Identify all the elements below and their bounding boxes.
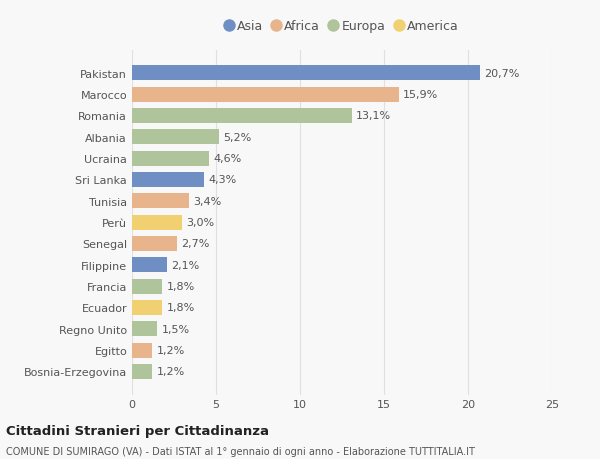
- Bar: [132, 364, 152, 379]
- Text: 3,4%: 3,4%: [193, 196, 221, 206]
- Bar: [132, 194, 189, 209]
- Text: 4,6%: 4,6%: [214, 154, 242, 164]
- Bar: [132, 66, 480, 81]
- Text: 20,7%: 20,7%: [484, 68, 520, 78]
- Text: 1,2%: 1,2%: [157, 367, 185, 377]
- Text: 15,9%: 15,9%: [403, 90, 439, 100]
- Text: 1,5%: 1,5%: [161, 324, 190, 334]
- Bar: [132, 130, 220, 145]
- Legend: Asia, Africa, Europa, America: Asia, Africa, Europa, America: [221, 16, 463, 39]
- Bar: [132, 151, 209, 166]
- Bar: [132, 236, 178, 252]
- Bar: [132, 322, 157, 336]
- Bar: [132, 343, 152, 358]
- Text: 5,2%: 5,2%: [224, 133, 252, 142]
- Bar: [132, 87, 399, 102]
- Text: 13,1%: 13,1%: [356, 111, 391, 121]
- Text: 1,8%: 1,8%: [166, 303, 194, 313]
- Bar: [132, 258, 167, 273]
- Bar: [132, 109, 352, 123]
- Text: Cittadini Stranieri per Cittadinanza: Cittadini Stranieri per Cittadinanza: [6, 424, 269, 437]
- Text: 1,8%: 1,8%: [166, 281, 194, 291]
- Text: COMUNE DI SUMIRAGO (VA) - Dati ISTAT al 1° gennaio di ogni anno - Elaborazione T: COMUNE DI SUMIRAGO (VA) - Dati ISTAT al …: [6, 447, 475, 456]
- Text: 2,7%: 2,7%: [182, 239, 210, 249]
- Bar: [132, 279, 162, 294]
- Bar: [132, 215, 182, 230]
- Bar: [132, 300, 162, 315]
- Text: 2,1%: 2,1%: [172, 260, 200, 270]
- Bar: [132, 173, 204, 187]
- Text: 1,2%: 1,2%: [157, 345, 185, 355]
- Text: 3,0%: 3,0%: [187, 218, 215, 228]
- Text: 4,3%: 4,3%: [208, 175, 236, 185]
